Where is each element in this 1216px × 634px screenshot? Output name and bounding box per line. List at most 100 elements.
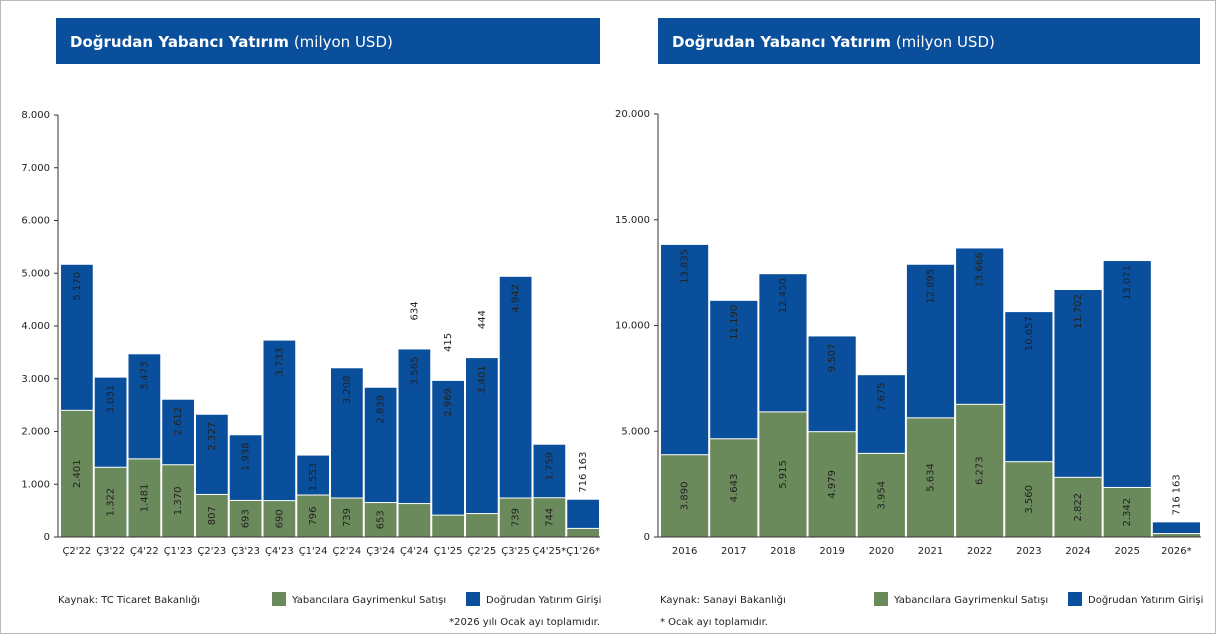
value-label: 796 <box>308 506 319 525</box>
x-tick-label: 2017 <box>721 546 746 557</box>
x-tick-label: Ç3'24 <box>366 546 395 557</box>
x-tick-label: 2024 <box>1065 546 1090 557</box>
bar <box>856 452 906 538</box>
legend-label: Doğrudan Yatırım Girişi <box>1088 594 1203 606</box>
y-tick-label: 15.000 <box>615 215 650 226</box>
value-label: 11.190 <box>729 305 740 340</box>
x-tick-label: Ç3'22 <box>96 546 125 557</box>
bar <box>1004 461 1054 538</box>
bar <box>296 494 330 538</box>
title-main: Doğrudan Yabancı Yatırım <box>672 33 891 51</box>
bar <box>660 454 710 538</box>
bar <box>330 497 364 538</box>
legend-label: Yabancılara Gayrimenkul Satışı <box>893 595 1048 606</box>
value-label: 5.915 <box>778 460 789 489</box>
source: Kaynak: Sanayi Bakanlığı <box>660 594 786 606</box>
x-tick-label: 2023 <box>1016 546 1041 557</box>
legend-swatch <box>874 592 888 606</box>
value-label: 1.553 <box>308 463 319 492</box>
bar <box>228 499 263 538</box>
value-label: 2.839 <box>376 395 387 424</box>
x-tick-label: Ç4'24 <box>400 546 429 557</box>
y-tick-label: 7.000 <box>21 163 50 174</box>
y-tick-label: 6.000 <box>21 216 50 227</box>
value-label: 10.657 <box>1024 316 1035 351</box>
bar <box>363 502 398 538</box>
title-unit: (milyon USD) <box>294 33 393 51</box>
x-tick-label: 2025 <box>1115 546 1140 557</box>
value-label: 2.401 <box>72 459 83 488</box>
y-tick-label: 5.000 <box>621 426 650 437</box>
x-tick-label: Ç3'25 <box>501 546 530 557</box>
value-label: 690 <box>274 509 285 528</box>
bar <box>431 514 465 538</box>
chart-title: Doğrudan Yabancı Yatırım (milyon USD) <box>672 33 995 51</box>
x-tick-label: 2016 <box>672 546 697 557</box>
bar <box>566 527 600 538</box>
y-tick-label: 0 <box>644 532 650 543</box>
value-label: 13.071 <box>1122 265 1133 300</box>
title-bar <box>658 18 1200 64</box>
value-label: 807 <box>207 506 218 525</box>
x-tick-label: Ç1'25 <box>434 546 463 557</box>
bar <box>60 409 94 538</box>
value-label: 2.327 <box>207 422 218 451</box>
value-label: 13.666 <box>975 252 986 287</box>
bar <box>93 466 128 538</box>
value-label: 2.822 <box>1073 493 1084 522</box>
value-label: 1.938 <box>241 442 252 471</box>
bar <box>262 500 297 538</box>
y-tick-label: 0 <box>44 532 50 543</box>
value-label: 3.401 <box>477 365 488 394</box>
value-label: 1.370 <box>173 487 184 516</box>
value-label: 3.208 <box>342 375 353 404</box>
x-tick-label: Ç1'26* <box>566 546 600 557</box>
value-label: 3.890 <box>680 482 691 511</box>
value-label: 4.942 <box>511 284 522 313</box>
x-tick-label: 2026* <box>1161 546 1191 557</box>
x-tick-label: Ç1'24 <box>299 546 328 557</box>
value-label: 163 <box>578 452 589 471</box>
x-tick-label: 2021 <box>918 546 943 557</box>
chart-title: Doğrudan Yabancı Yatırım (milyon USD) <box>70 33 393 51</box>
x-tick-label: 2019 <box>819 546 844 557</box>
bar <box>498 275 533 538</box>
bar <box>465 357 499 538</box>
value-label: 4.643 <box>729 474 740 503</box>
value-label: 5.634 <box>926 463 937 492</box>
x-tick-label: 2018 <box>770 546 795 557</box>
value-label: 693 <box>241 509 252 528</box>
y-tick-label: 1.000 <box>21 479 50 490</box>
value-label: 163 <box>1171 474 1182 493</box>
value-label: 716 <box>1171 496 1182 515</box>
bar <box>807 431 857 538</box>
value-label: 12.450 <box>778 278 789 313</box>
y-tick-label: 20.000 <box>615 109 650 120</box>
x-tick-label: Ç2'23 <box>197 546 226 557</box>
value-label: 744 <box>544 508 555 527</box>
title-bar <box>56 18 600 64</box>
value-label: 5.170 <box>72 272 83 301</box>
value-label: 444 <box>477 310 488 329</box>
value-label: 4.979 <box>827 470 838 499</box>
value-label: 3.560 <box>1024 485 1035 514</box>
value-label: 7.675 <box>876 382 887 411</box>
legend-label: Doğrudan Yatırım Girişi <box>486 594 601 606</box>
value-label: 739 <box>342 508 353 527</box>
bar <box>1151 533 1202 538</box>
bar <box>465 513 499 538</box>
legend-swatch <box>1068 592 1082 606</box>
y-tick-label: 2.000 <box>21 427 50 438</box>
x-tick-label: Ç2'24 <box>332 546 361 557</box>
x-tick-label: Ç3'23 <box>231 546 260 557</box>
value-label: 3.473 <box>139 361 150 390</box>
source: Kaynak: TC Ticaret Bakanlığı <box>58 594 200 606</box>
y-tick-label: 5.000 <box>21 268 50 279</box>
y-tick-label: 10.000 <box>615 321 650 332</box>
note: * Ocak ayı toplamıdır. <box>660 617 768 628</box>
x-tick-label: 2020 <box>869 546 894 557</box>
value-label: 716 <box>578 474 589 493</box>
value-label: 634 <box>409 301 420 320</box>
value-label: 3.031 <box>106 385 117 414</box>
